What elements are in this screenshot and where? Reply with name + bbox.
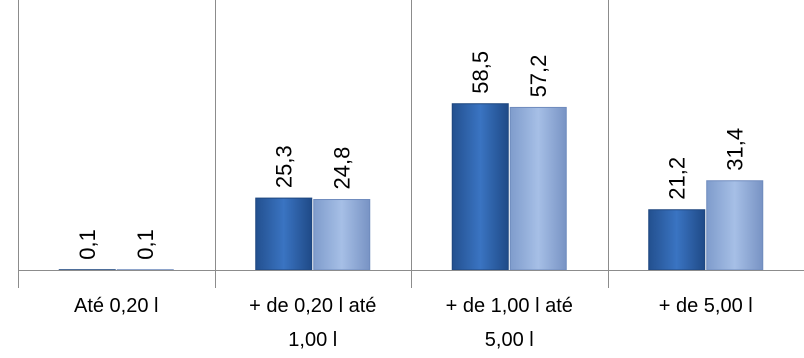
x-tick-label-1: Até 0,20 l (74, 295, 159, 317)
bar-series-1-4 (648, 209, 706, 271)
data-label-series-1-2: 25,3 (272, 145, 297, 188)
x-tick-label-3: + de 1,00 l até 5,00 l (446, 295, 573, 351)
data-label-series-2-4: 31,4 (723, 128, 748, 171)
data-label-series-2-2: 24,8 (330, 147, 355, 190)
data-label-series-1-3: 58,5 (468, 51, 493, 94)
bar-series-1-3 (451, 103, 509, 271)
x-tick-label-2: + de 0,20 l até 1,00 l (249, 295, 376, 351)
data-label-series-1-4: 21,2 (665, 157, 690, 200)
bar-series-2-2 (313, 199, 371, 271)
data-label-series-2-3: 57,2 (526, 55, 551, 98)
bar-series-2-3 (509, 106, 567, 271)
data-label-series-1-1: 0,1 (75, 229, 100, 260)
plot-area: 0,1 25,3 58,5 21,2 0,1 24,8 57,2 31,4 Até 0,20 l… (18, 0, 804, 351)
x-tick-label-4: + de 5,00 l (659, 295, 753, 317)
bar-series-2-4 (706, 180, 764, 271)
bar-series-1-2 (255, 197, 313, 271)
data-label-series-2-1: 0,1 (133, 229, 158, 260)
